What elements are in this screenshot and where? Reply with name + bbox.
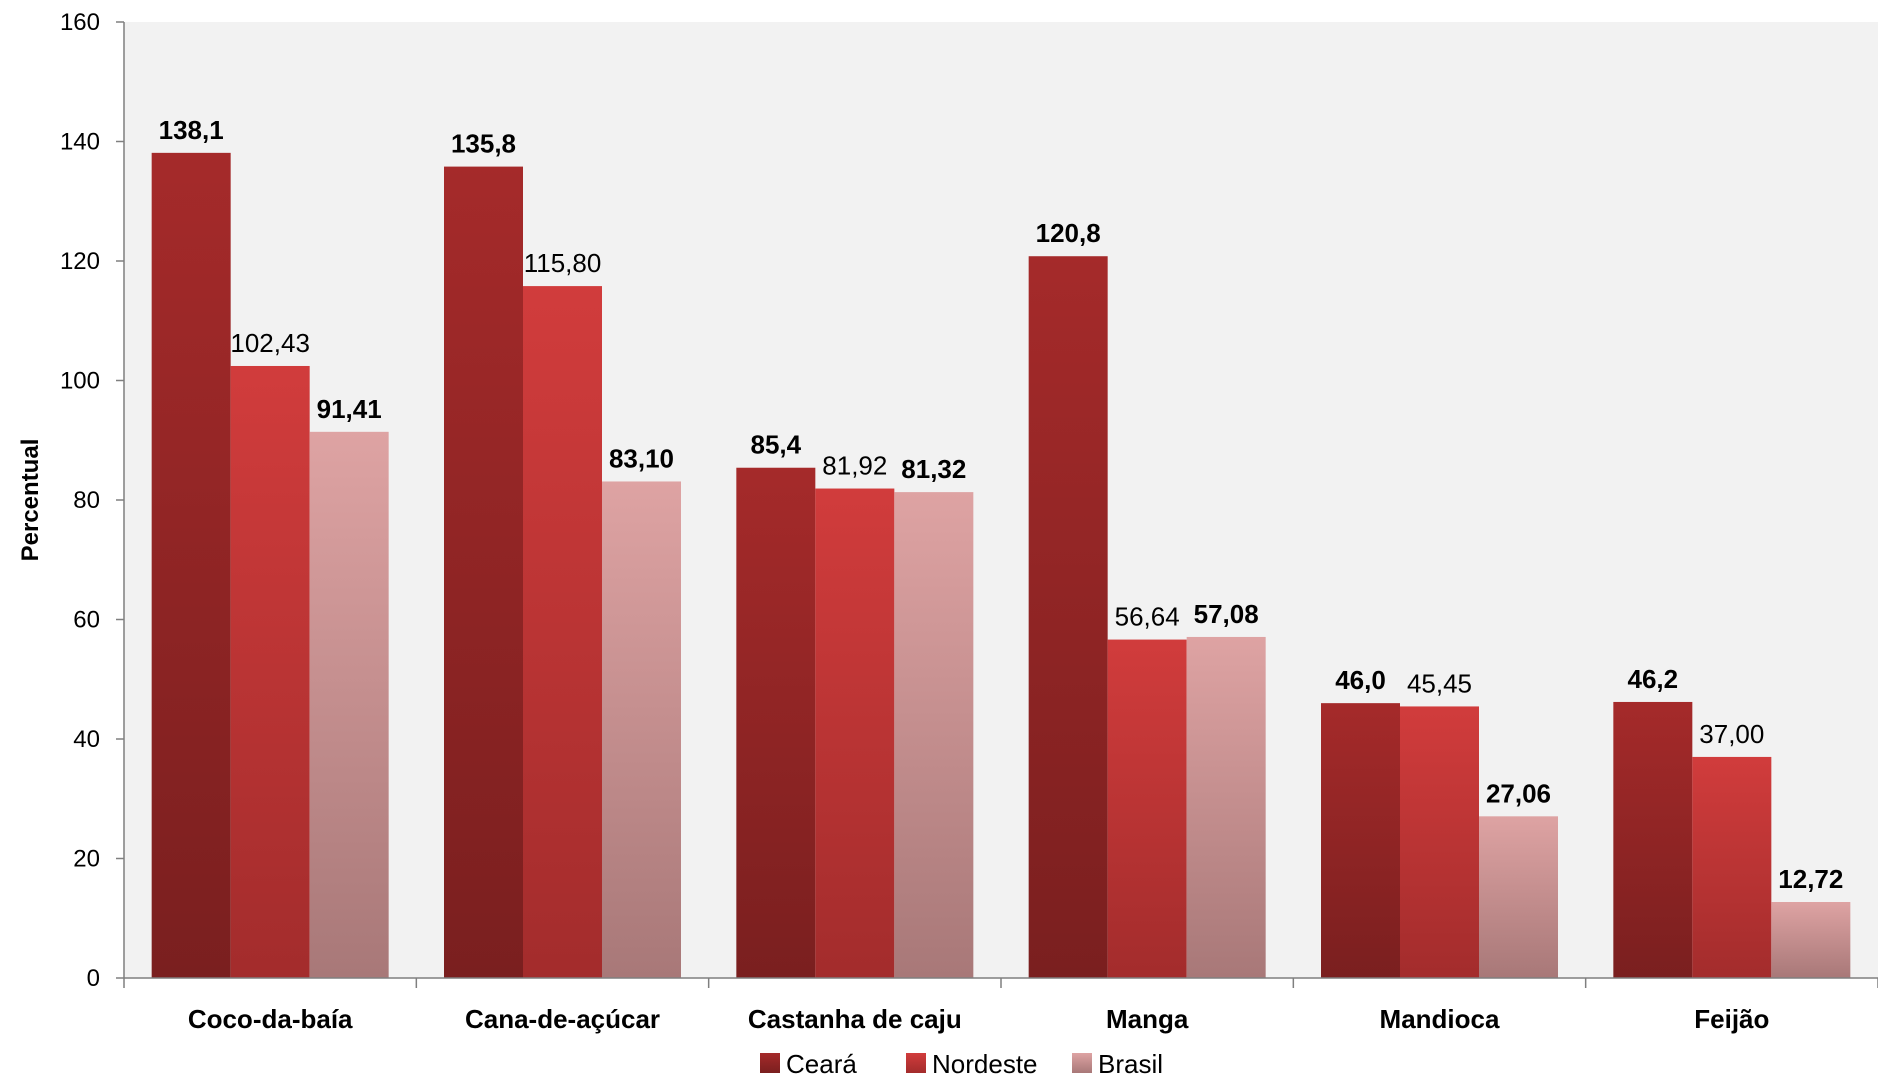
legend-swatch-brasil: [1072, 1053, 1092, 1073]
data-label-brasil-4: 27,06: [1486, 778, 1551, 808]
x-tick-label: Manga: [1106, 1004, 1189, 1034]
legend-label-brasil: Brasil: [1098, 1049, 1163, 1079]
bar-nordeste-1: [523, 286, 602, 979]
data-label-nordeste-2: 81,92: [822, 451, 887, 481]
legend-label-nordeste: Nordeste: [932, 1049, 1038, 1079]
y-tick-label: 80: [73, 487, 100, 514]
x-tick-label: Cana-de-açúcar: [465, 1004, 660, 1034]
data-label-nordeste-1: 115,80: [524, 248, 602, 278]
x-tick-label: Feijão: [1694, 1004, 1769, 1034]
bar-nordeste-0: [230, 365, 310, 979]
bar-ceará-5: [1613, 701, 1693, 978]
data-label-nordeste-0: 102,43: [230, 328, 310, 358]
bar-ceará-1: [444, 166, 523, 979]
data-label-ceará-0: 138,1: [159, 115, 224, 145]
bar-ceará-2: [736, 467, 816, 978]
data-label-brasil-5: 12,72: [1778, 864, 1843, 894]
bar-ceará-0: [151, 152, 231, 979]
bar-brasil-3: [1186, 636, 1266, 978]
data-label-nordeste-4: 45,45: [1407, 668, 1472, 698]
y-tick-label: 100: [60, 368, 100, 395]
data-labels-group: 138,1 102,43 91,41 135,8 115,80 83,10 85,4 81,9…: [159, 115, 1844, 894]
x-tick-label: Castanha de caju: [748, 1004, 962, 1034]
data-label-ceará-1: 135,8: [451, 129, 516, 159]
legend-swatch-nordeste: [906, 1053, 926, 1073]
bar-brasil-0: [309, 431, 389, 978]
bar-brasil-4: [1479, 816, 1558, 978]
y-tick-label: 60: [73, 607, 100, 634]
data-label-brasil-2: 81,32: [901, 454, 966, 484]
data-label-ceará-5: 46,2: [1628, 664, 1679, 694]
x-axis: Coco-da-baía Cana-de-açúcar Castanha de ca…: [123, 977, 1878, 1034]
data-label-brasil-1: 83,10: [609, 443, 674, 473]
data-label-ceará-2: 85,4: [751, 430, 802, 460]
bar-brasil-2: [894, 492, 974, 978]
legend-swatch-ceará: [760, 1053, 780, 1073]
data-label-nordeste-3: 56,64: [1115, 602, 1180, 632]
data-label-ceará-3: 120,8: [1036, 218, 1101, 248]
bar-brasil-5: [1771, 901, 1851, 978]
legend: Ceará Nordeste Brasil: [760, 1049, 1163, 1079]
y-tick-label: 120: [60, 248, 100, 275]
y-axis-title: Percentual: [17, 439, 44, 562]
bar-ceará-4: [1321, 703, 1400, 978]
bar-nordeste-4: [1400, 706, 1479, 978]
y-tick-label: 0: [87, 965, 100, 992]
bar-ceará-3: [1028, 256, 1108, 979]
bar-nordeste-3: [1107, 639, 1187, 978]
legend-label-ceará: Ceará: [786, 1049, 857, 1079]
bars-group: [151, 152, 1851, 979]
plot-area: [124, 22, 1878, 978]
bar-nordeste-5: [1692, 756, 1772, 978]
bar-brasil-1: [602, 481, 681, 978]
data-label-ceará-4: 46,0: [1335, 665, 1386, 695]
y-tick-label: 40: [73, 726, 100, 753]
y-axis: 0 20 40 60 80 100 120 140 160: [60, 9, 125, 992]
y-tick-label: 160: [60, 9, 100, 36]
data-label-brasil-0: 91,41: [317, 394, 382, 424]
data-label-brasil-3: 57,08: [1194, 599, 1259, 629]
data-label-nordeste-5: 37,00: [1699, 719, 1764, 749]
y-tick-label: 140: [60, 129, 100, 156]
x-tick-label: Mandioca: [1380, 1004, 1500, 1034]
x-tick-label: Coco-da-baía: [188, 1004, 353, 1034]
bar-nordeste-2: [815, 488, 895, 978]
y-tick-label: 20: [73, 846, 100, 873]
